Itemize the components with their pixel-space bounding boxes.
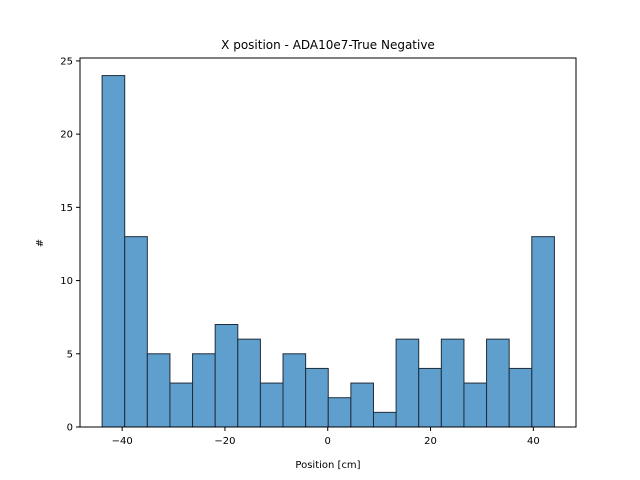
x-tick-label: 20 [424, 436, 437, 447]
histogram-bar [418, 367, 442, 428]
histogram-bar [486, 338, 510, 428]
chart-title: X position - ADA10e7-True Negative [221, 38, 435, 52]
y-tick-label: 25 [60, 56, 73, 67]
histogram-bar [124, 236, 148, 428]
histogram-bar [146, 353, 171, 428]
histogram-bar [508, 367, 533, 428]
histogram-bar [327, 397, 352, 428]
x-axis-ticks: −40 −20 0 20 40 [112, 427, 540, 447]
y-axis-label: # [35, 239, 46, 247]
histogram-bar [372, 411, 397, 428]
histogram-bar [305, 367, 329, 428]
histogram-bar [395, 338, 420, 428]
x-axis-label: Position [cm] [295, 460, 360, 471]
x-tick-label: −40 [112, 436, 133, 447]
histogram-bar [282, 353, 307, 428]
x-tick-label: −20 [214, 436, 235, 447]
histogram-bar [169, 382, 194, 428]
bars-group [101, 75, 555, 428]
histogram-bar [101, 75, 126, 428]
histogram-bar [440, 338, 465, 428]
y-tick-label: 0 [67, 423, 73, 434]
x-tick-label: 40 [527, 436, 540, 447]
histogram-bar [237, 338, 261, 428]
histogram-bar [463, 382, 488, 428]
x-tick-label: 0 [325, 436, 331, 447]
histogram-bar [350, 382, 374, 428]
histogram-bar [531, 236, 555, 428]
y-tick-label: 20 [60, 130, 73, 141]
y-tick-label: 15 [60, 203, 73, 214]
histogram-bar [214, 324, 239, 428]
y-tick-label: 10 [60, 276, 73, 287]
y-tick-label: 5 [67, 349, 73, 360]
histogram-bar [259, 382, 284, 428]
y-axis-ticks: 0 5 10 15 20 25 [60, 56, 80, 434]
histogram-bar [192, 353, 216, 428]
